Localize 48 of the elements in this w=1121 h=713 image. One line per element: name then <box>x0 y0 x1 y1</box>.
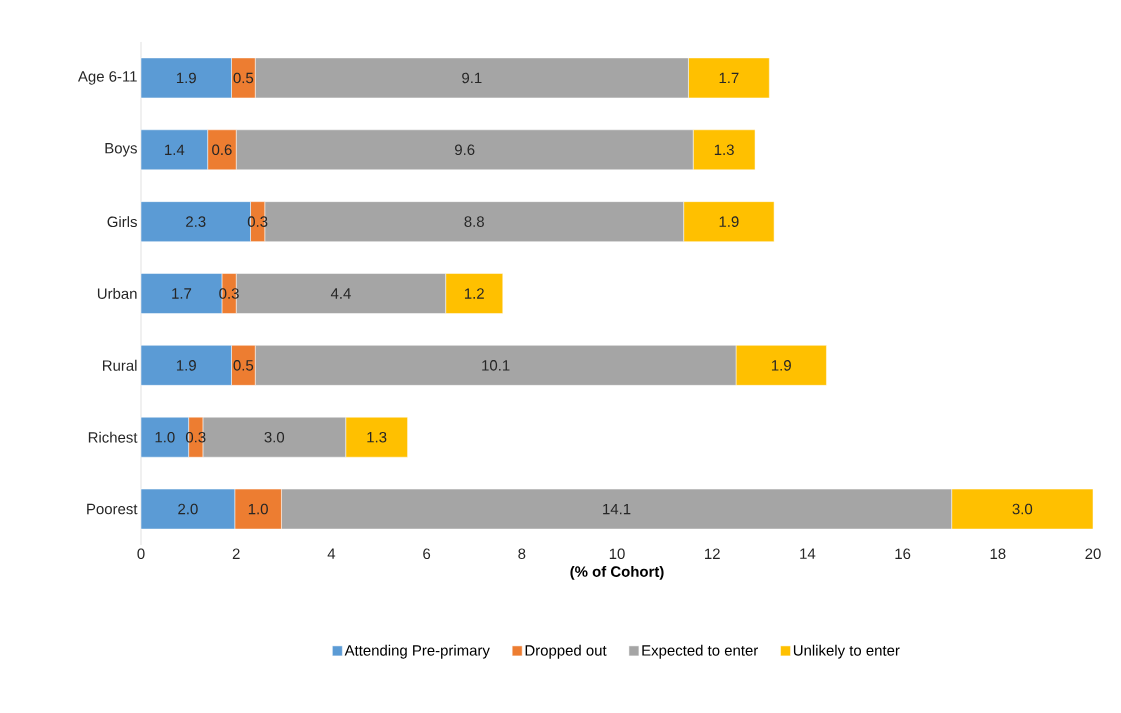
data-label: 1.0 <box>248 503 268 515</box>
x-tick-label: 0 <box>137 548 145 560</box>
x-tick-label: 8 <box>518 548 526 560</box>
data-label: 1.7 <box>719 72 739 84</box>
data-label: 8.8 <box>464 216 484 227</box>
data-label: 3.0 <box>264 431 285 443</box>
legend-label: Unlikely to enter <box>793 644 900 659</box>
y-tick-label: Poorest <box>87 503 138 515</box>
data-label: 3.0 <box>1012 503 1033 515</box>
y-tick-label: Age 6-11 <box>77 71 137 85</box>
x-tick-label: 12 <box>705 548 720 559</box>
y-tick-label: Richest <box>88 431 138 443</box>
x-axis-title: (% of Cohort) <box>570 565 664 580</box>
data-label: 1.7 <box>172 288 192 299</box>
data-label: 1.9 <box>176 72 196 84</box>
data-label: 9.6 <box>455 144 475 156</box>
x-tick-label: 14 <box>800 548 816 559</box>
x-tick-label: 2 <box>232 548 240 559</box>
data-label: 2.0 <box>178 503 198 515</box>
data-label: 14.1 <box>603 503 631 515</box>
data-label: 0.5 <box>233 360 254 371</box>
data-label: 0.5 <box>233 72 254 84</box>
legend-label: Expected to enter <box>642 644 759 659</box>
data-label: 1.9 <box>176 360 196 371</box>
data-label: 1.0 <box>155 431 175 443</box>
y-tick-label: Boys <box>105 143 137 157</box>
y-tick-label: Urban <box>97 288 137 299</box>
data-label: 1.3 <box>367 431 387 443</box>
data-label: 0.6 <box>212 144 232 156</box>
x-tick-label: 20 <box>1085 548 1101 560</box>
data-label: 1.2 <box>464 288 484 299</box>
data-label: 9.1 <box>462 72 482 84</box>
data-label: 1.9 <box>719 216 739 227</box>
data-label: 4.4 <box>330 288 351 299</box>
x-tick-label: 18 <box>990 548 1006 560</box>
legend-label: Dropped out <box>525 644 607 659</box>
data-label: 1.3 <box>714 144 734 156</box>
y-tick-label: Girls <box>107 216 137 228</box>
x-tick-label: 10 <box>609 548 625 560</box>
x-tick-label: 4 <box>327 548 336 559</box>
x-tick-label: 6 <box>423 548 431 560</box>
data-label: 2.3 <box>186 216 206 227</box>
x-tick-label: 16 <box>895 548 911 560</box>
data-label: 1.4 <box>165 144 185 155</box>
data-label: 10.1 <box>482 360 510 371</box>
y-tick-label: Rural <box>103 359 137 371</box>
legend-label: Attending Pre-primary <box>344 644 490 659</box>
data-label: 1.9 <box>771 360 791 371</box>
